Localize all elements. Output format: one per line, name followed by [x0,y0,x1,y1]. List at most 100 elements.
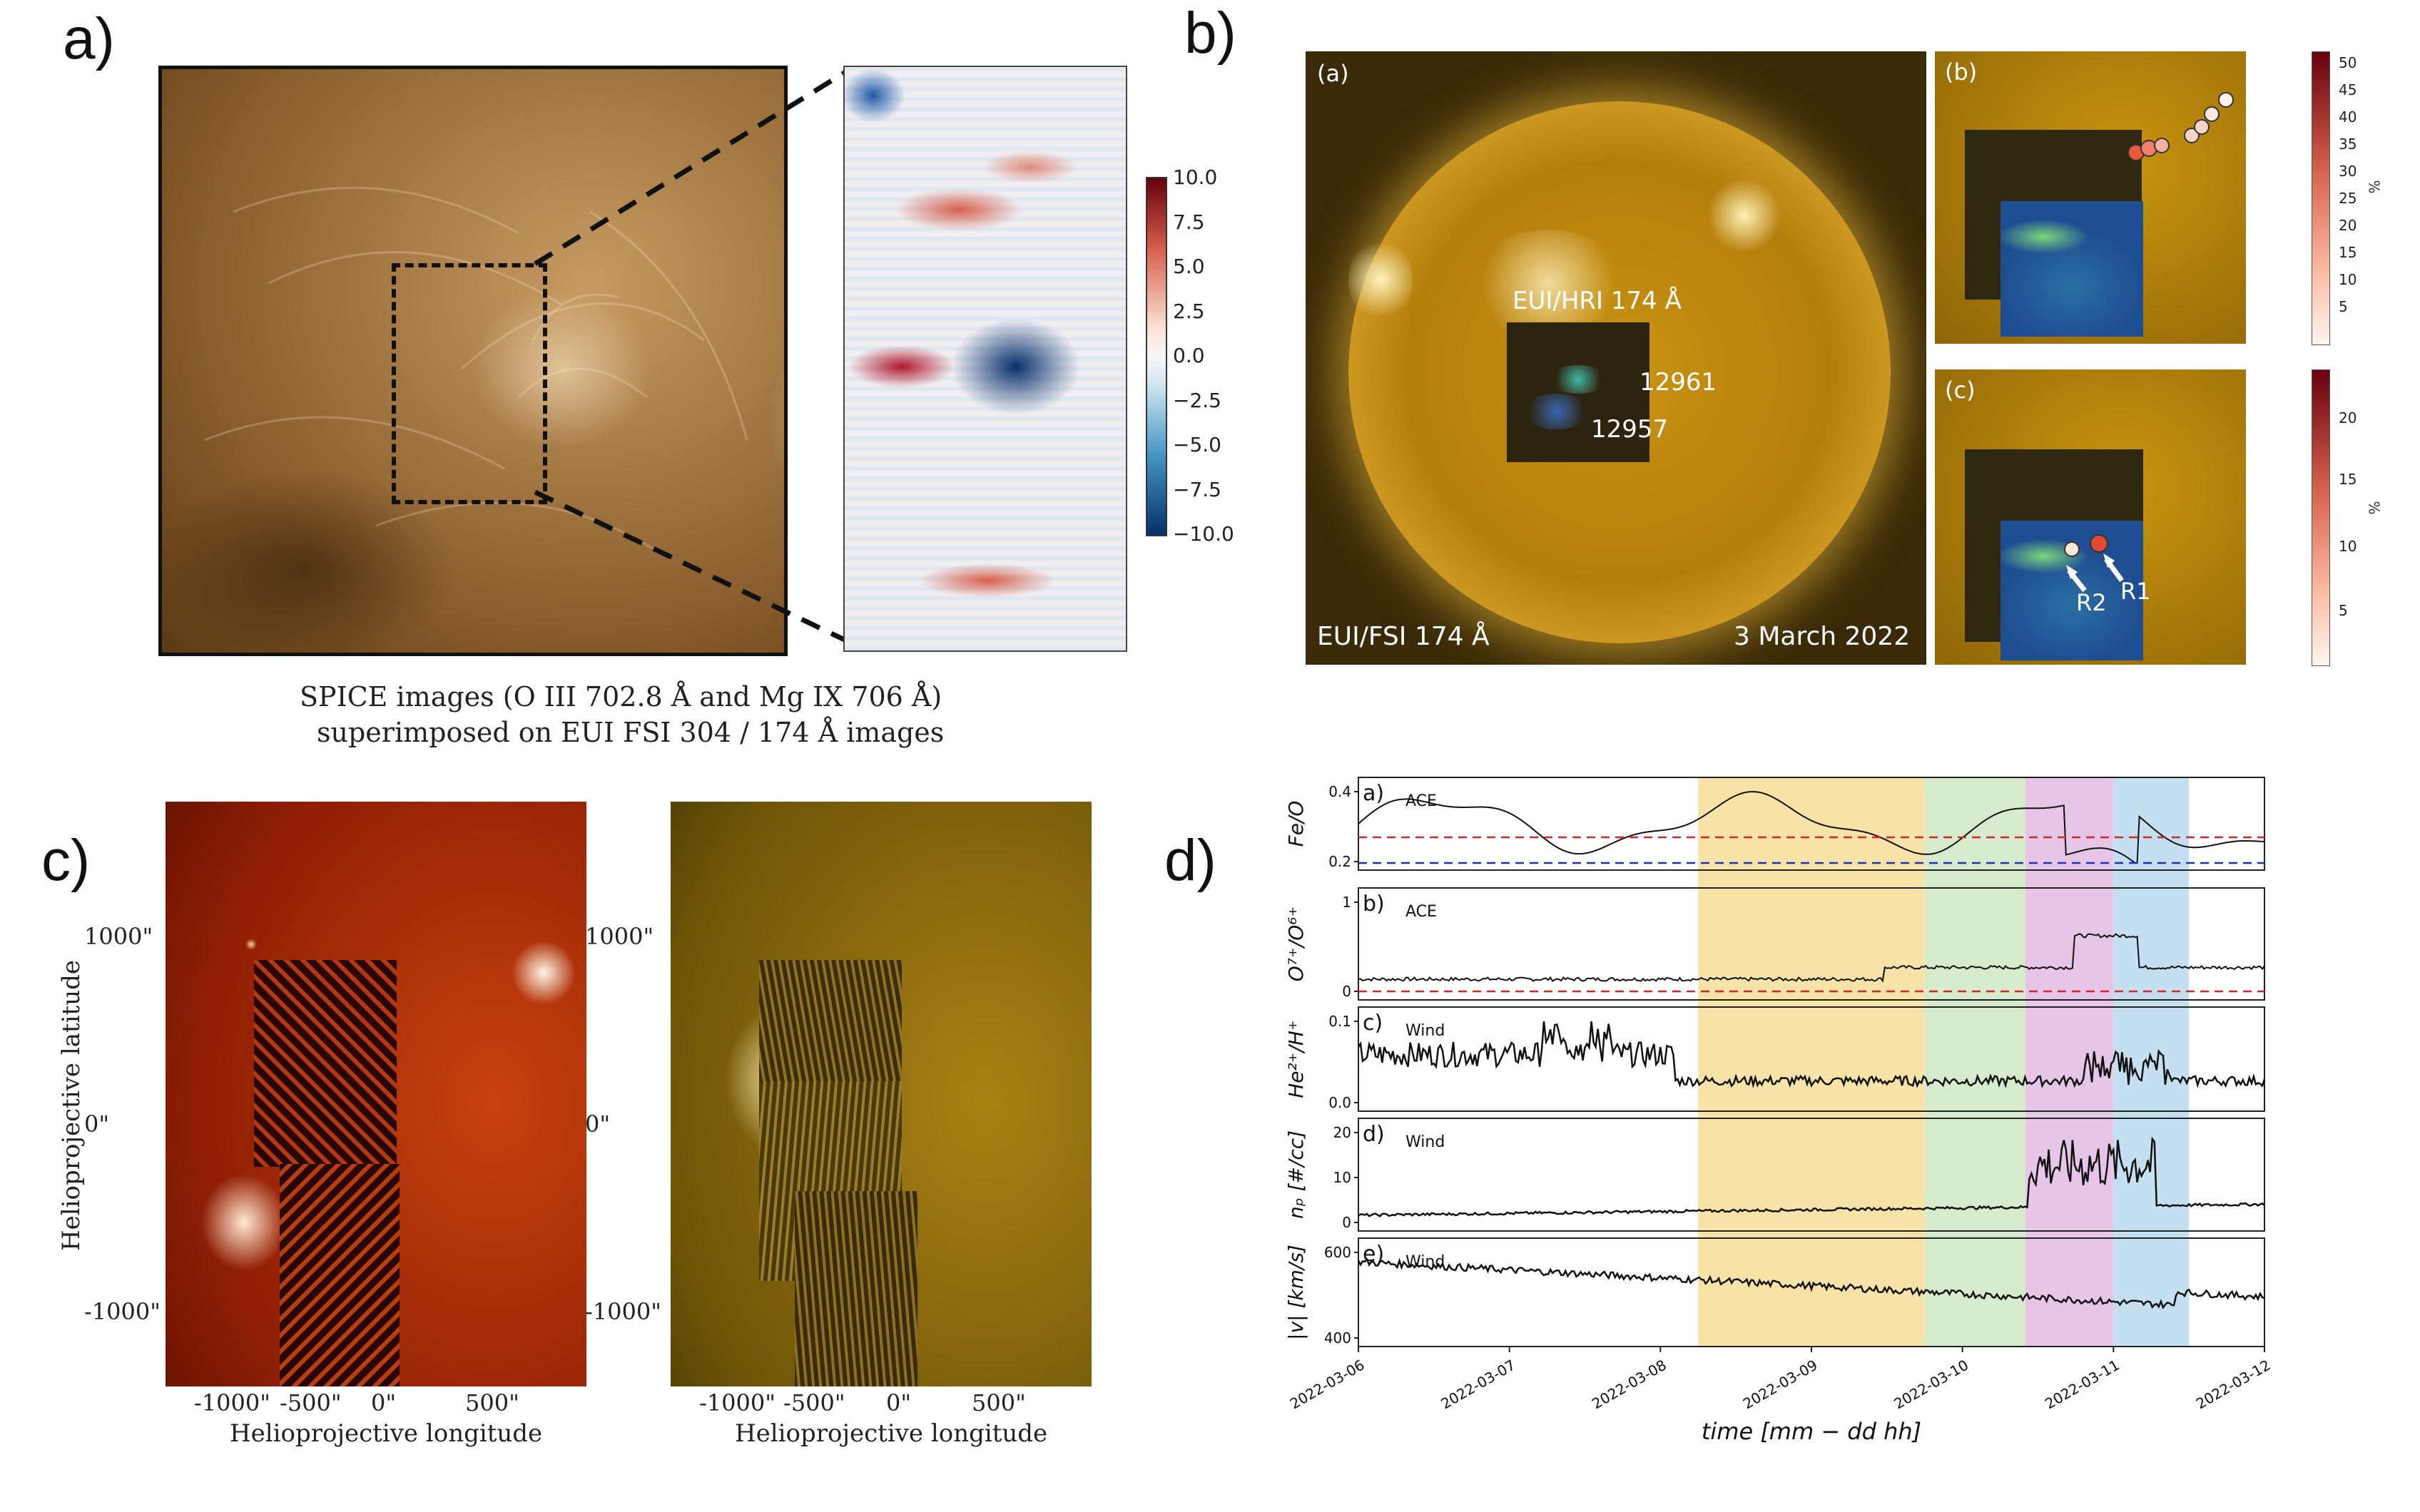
subplot-ytick: 0.0 [1328,1094,1351,1111]
subplot-ytick: 0 [1342,983,1351,1000]
colorbar-c-tick: 5 [2339,602,2348,619]
subplot-ytick: 600 [1324,1244,1351,1261]
xaxis-tick: 2022-03-10 [1891,1357,1972,1413]
hri-label: EUI/HRI 174 Å [1512,287,1682,315]
colorbar-b-tick: 35 [2339,136,2357,153]
colorbar-a-tick: 7.5 [1173,210,1205,234]
panel-c-174-image [671,802,1092,1386]
panel-c-right-xtick: 0" [886,1389,912,1416]
colorbar-unit-c: % [2365,501,2383,515]
subplot-frame [1358,1118,2265,1232]
subplot-source: ACE [1405,903,1437,921]
colorbar-a-tick: 2.5 [1173,299,1205,323]
colorbar-b-tick: 45 [2339,81,2357,98]
colorbar-b-tick: 30 [2339,163,2357,180]
subplot-ytick: 0.1 [1328,1013,1351,1030]
panel-c-304-image [166,802,586,1386]
subplot-tag: d) [1363,1122,1385,1147]
panel-c-right-ytick: -1000" [585,1298,661,1325]
xaxis-tick: 2022-03-09 [1740,1357,1821,1413]
subplot-frame [1358,1006,2265,1112]
subplot-tag: a) [1363,781,1384,806]
panel-c-right-xtick: -1000" [699,1389,776,1416]
active-region-12957: 12957 [1591,415,1669,444]
observation-date: 3 March 2022 [1734,622,1911,651]
panel-c-xlabel-right: Helioprojective longitude [735,1419,1048,1448]
panel-a-colorbar [1146,177,1167,536]
panel-c-right-ytick: 1000" [585,923,654,950]
subplot-source: Wind [1405,1133,1445,1151]
subplot-ytick: 10 [1333,1169,1351,1186]
subplot-ylabel: O⁷⁺/O⁶⁺ [1284,906,1308,982]
colorbar-a-tick: −2.5 [1173,388,1221,412]
colorbar-b-tick: 50 [2339,54,2357,71]
sub-panel-a-tag: (a) [1317,60,1349,87]
panel-c-left-ytick: -1000" [84,1298,161,1325]
panel-c-left-xtick: 500" [465,1389,519,1416]
panel-c-left-xtick: -500" [280,1389,342,1416]
panel-c-right-ytick: 0" [585,1110,611,1138]
series-line [1358,1136,2265,1217]
colorbar-c-tick: 15 [2339,471,2357,488]
hri-overlay-box [1507,322,1649,462]
subplot-ytick: 20 [1333,1124,1351,1141]
panel-b-colorbar-c [2312,369,2330,666]
event-band [1924,777,2025,1347]
colorbar-a-tick: 5.0 [1173,255,1205,278]
colorbar-a-tick: −5.0 [1173,433,1221,456]
xaxis-tick: 2022-03-08 [1589,1357,1669,1413]
subplot-ytick: 400 [1324,1329,1351,1347]
xaxis-tick: 2022-03-11 [2042,1357,2122,1413]
panel-c-xlabel-left: Helioprojective longitude [230,1419,543,1448]
panel-a-caption-line1: SPICE images (O III 702.8 Å and Mg IX 70… [300,681,942,712]
colorbar-c-tick: 20 [2339,409,2357,426]
zoom-region-box [392,263,547,504]
panel-c-label: c) [41,828,91,893]
panel-c-left-xtick: 0" [371,1389,397,1416]
colorbar-a-tick: 10.0 [1173,165,1218,189]
subplot-tag: b) [1363,892,1385,916]
colorbar-a-tick: −7.5 [1173,477,1221,501]
fip-map-b [2000,201,2143,337]
panel-b-fsi-image: EUI/HRI 174 Å 12961 12957 (a) EUI/FSI 17… [1306,51,1926,665]
colorbar-b-tick: 40 [2339,108,2357,126]
subplot-ylabel: He²⁺/H⁺ [1284,1020,1308,1098]
panel-b-colorbar-b [2312,51,2330,345]
subplot-ytick: 0.2 [1328,853,1351,870]
panel-d-label: d) [1164,828,1216,893]
panel-c-right-xtick: 500" [972,1389,1026,1416]
series-line [1357,1257,2264,1309]
fsi-label: EUI/FSI 174 Å [1317,622,1490,651]
subplot-tag: c) [1363,1011,1383,1036]
colorbar-b-tick: 15 [2339,244,2357,261]
colorbar-c-tick: 10 [2339,538,2357,555]
panel-a-sun-image [158,66,788,656]
subplot-frame [1358,887,2265,1001]
panel-a-label: a) [63,6,115,71]
colorbar-b-tick: 5 [2339,298,2348,315]
panel-c-right-xtick: -500" [783,1389,845,1416]
colorbar-b-tick: 20 [2339,217,2357,234]
panel-a-caption-line2: superimposed on EUI FSI 304 / 174 Å imag… [317,717,945,748]
panel-b-sub-c-image: R2 R1 (c) [1935,369,2246,665]
subplot-ylabel: |v| [km/s] [1284,1245,1308,1340]
xaxis-tick: 2022-03-06 [1287,1357,1368,1413]
region-r1-label: R1 [2120,578,2151,605]
event-band [1698,777,1925,1347]
panel-c-left-ytick: 1000" [84,923,153,950]
xaxis-tick: 2022-03-07 [1438,1357,1519,1413]
panel-b-label: b) [1184,1,1236,66]
region-r2-label: R2 [2076,589,2107,616]
panel-c-left-xtick: -1000" [194,1389,270,1416]
colorbar-unit-b: % [2365,180,2383,194]
subplot-source: Wind [1405,1022,1445,1040]
series-line [1358,933,2265,983]
panel-a-zoom-map [843,66,1127,652]
colorbar-b-tick: 25 [2339,190,2357,207]
panel-c-ylabel: Helioprojective latitude [57,960,86,1251]
zoom-connector-lines [534,68,850,645]
subplot-ytick: 1 [1342,894,1351,911]
event-band [2025,777,2114,1347]
colorbar-b-tick: 10 [2339,271,2357,288]
xaxis-tick: 2022-03-12 [2193,1357,2274,1413]
